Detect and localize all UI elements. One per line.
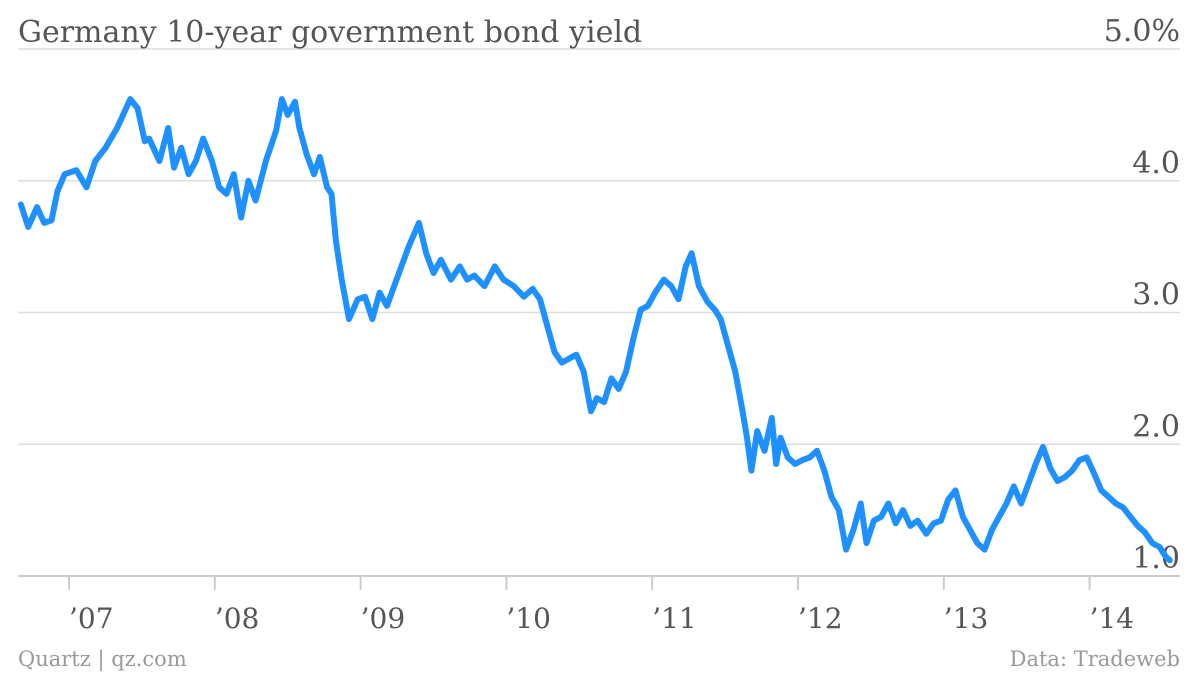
chart-title: Germany 10-year government bond yield xyxy=(18,15,642,50)
y-tick-label: 5.0% xyxy=(1104,14,1180,49)
x-tick-label: ’08 xyxy=(215,602,260,635)
series-line-yield xyxy=(17,96,1173,564)
x-tick-label: ’12 xyxy=(798,602,843,635)
x-tick-label: ’09 xyxy=(361,602,406,635)
y-tick-label: 3.0 xyxy=(1132,278,1180,313)
x-axis: ’07 ’08 ’09 ’10 ’11 ’12 ’13 ’14 xyxy=(68,576,1135,635)
x-tick-label: ’07 xyxy=(69,602,114,635)
x-tick-label: ’14 xyxy=(1090,602,1135,635)
x-tick-label: ’13 xyxy=(944,602,989,635)
data-source: Data: Tradeweb xyxy=(1010,647,1180,671)
x-tick-label: ’10 xyxy=(506,602,551,635)
y-tick-label: 4.0 xyxy=(1132,146,1180,181)
gridlines xyxy=(18,48,1180,577)
source-credit: Quartz | qz.com xyxy=(18,647,187,672)
y-tick-label: 2.0 xyxy=(1132,409,1180,444)
y-axis-tick-labels: 1.02.03.04.05.0% xyxy=(1104,14,1180,576)
x-tick-label: ’11 xyxy=(652,602,697,635)
